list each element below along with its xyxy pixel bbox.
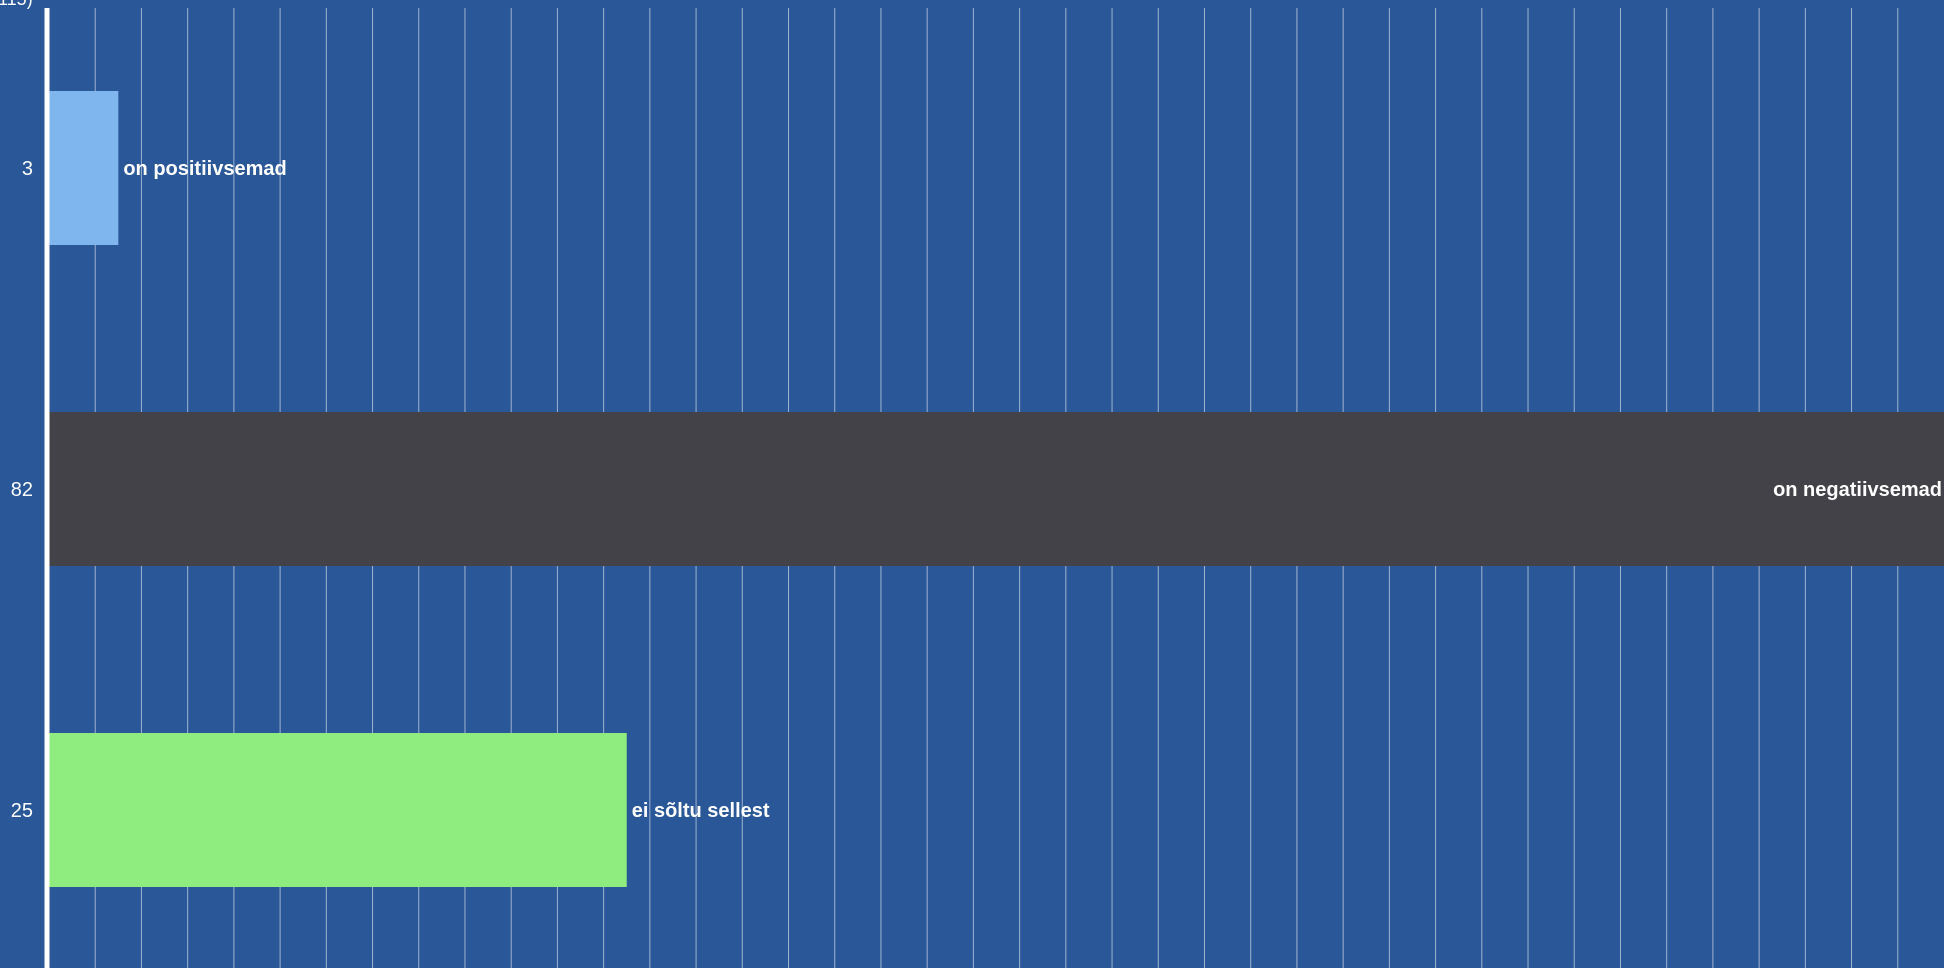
- category-label-0: 3: [22, 158, 33, 180]
- bar-0: [49, 91, 119, 245]
- bar-label-2: ei sõltu sellest: [632, 800, 770, 822]
- header-fragment: 115): [0, 0, 33, 9]
- category-label-2: 25: [11, 800, 33, 822]
- category-label-1: 82: [11, 479, 33, 501]
- bar-1: [49, 412, 1944, 566]
- bar-label-1: on negatiivsemad: [1773, 479, 1942, 501]
- labels: 3 on positiivsemad 82 on negatiivsemad 25 ei …: [11, 158, 1942, 822]
- bars: [49, 91, 1944, 887]
- bar-label-0: on positiivsemad: [123, 158, 286, 180]
- bar-2: [49, 733, 627, 887]
